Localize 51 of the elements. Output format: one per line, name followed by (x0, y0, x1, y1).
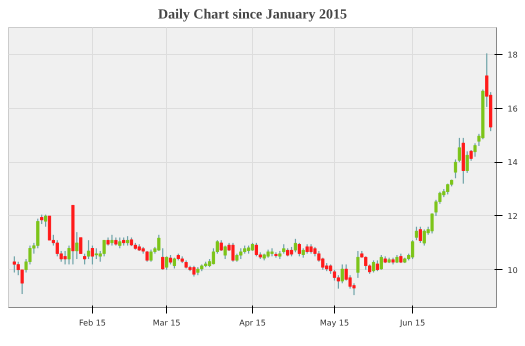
candlestick (86, 240, 90, 260)
y-tick-label: 18 (508, 50, 518, 60)
x-tick-label: Apr 15 (239, 318, 266, 328)
candlestick (313, 246, 317, 257)
candlestick (126, 236, 130, 246)
candlestick (290, 246, 294, 257)
candlestick (332, 269, 336, 282)
candlestick (410, 240, 414, 260)
candlestick (172, 257, 176, 270)
candlestick (75, 232, 78, 260)
x-tick-label: Mar 15 (152, 318, 181, 328)
chart-title: Daily Chart since January 2015 (158, 8, 347, 22)
candlestick (149, 249, 153, 262)
x-tick-label: May 15 (320, 318, 350, 328)
candlestick (44, 214, 48, 228)
candlestick (118, 236, 122, 249)
candlestick (67, 244, 71, 266)
candlestick (364, 256, 368, 270)
candlestick (473, 142, 477, 158)
candlestick (254, 242, 258, 257)
candlestick (399, 253, 402, 264)
y-tick-label: 10 (508, 266, 518, 275)
candlestick (294, 238, 298, 253)
candlestick (231, 242, 235, 262)
x-tick-label: Feb 15 (78, 318, 106, 328)
candlestick (356, 250, 360, 278)
candlestick (466, 150, 469, 174)
candlestick (79, 237, 82, 254)
candlestick (145, 250, 149, 262)
y-tick-label: 14 (508, 158, 518, 168)
candlestick (94, 248, 98, 260)
candlestick (164, 256, 168, 270)
y-tick-label: 12 (508, 212, 518, 221)
y-tick-label: 16 (508, 104, 518, 114)
candlestick (63, 250, 67, 266)
candlestick (446, 183, 450, 196)
candlestick (309, 244, 313, 254)
candlestick (110, 234, 114, 246)
candlestick (239, 248, 242, 260)
candlestick (418, 226, 422, 244)
candlestick (12, 256, 16, 274)
candlestick (372, 260, 376, 274)
candlestick (161, 248, 164, 270)
candlestick (380, 254, 383, 270)
candlestick (298, 242, 301, 257)
x-tick-label: Jun 15 (398, 318, 426, 328)
candlestick (168, 254, 172, 266)
candlestick (192, 265, 196, 278)
candlestick (422, 228, 426, 246)
candlestick (306, 244, 309, 254)
candlestick (414, 226, 418, 241)
